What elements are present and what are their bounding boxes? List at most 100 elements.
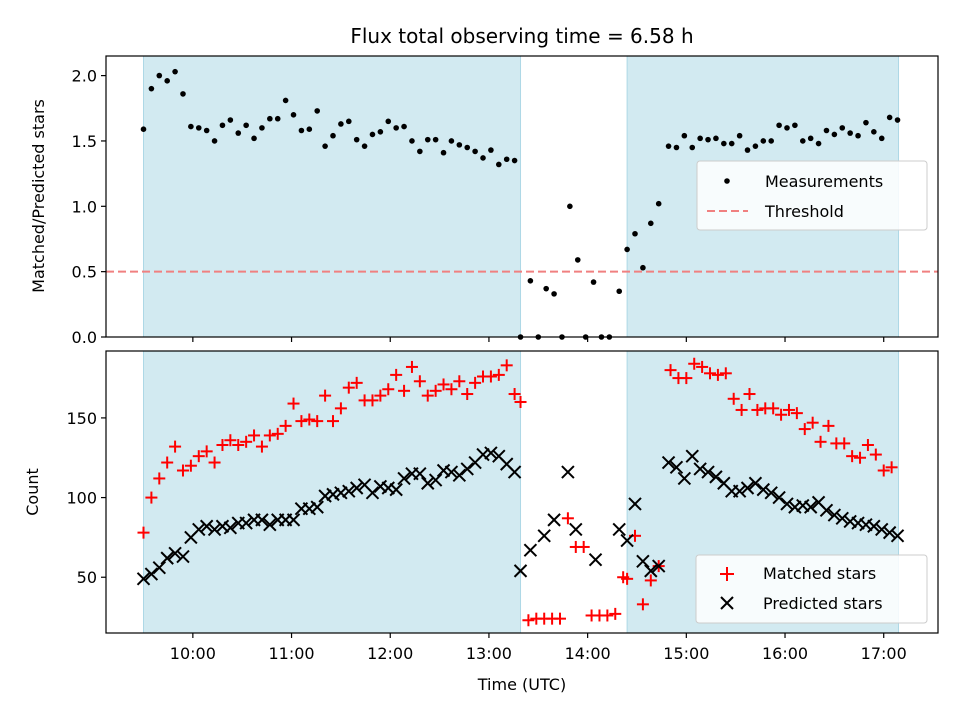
data-point [508, 388, 521, 401]
data-point [553, 612, 566, 625]
data-point [207, 522, 222, 537]
data-point [366, 394, 379, 407]
data-point [704, 367, 717, 380]
data-point [381, 481, 395, 495]
data-point [199, 519, 214, 533]
data-point [507, 465, 522, 479]
data-point [472, 148, 478, 155]
data-point [878, 135, 885, 142]
data-point [161, 456, 174, 469]
data-point [744, 147, 751, 153]
data-point [417, 148, 423, 155]
data-point [259, 125, 265, 131]
top-y-axis: 0.0 0.5 1.0 1.5 2.0 [72, 67, 106, 347]
data-point [640, 264, 646, 271]
data-point [192, 522, 206, 537]
data-point [677, 471, 692, 486]
data-point [279, 419, 292, 432]
data-point [814, 435, 827, 448]
data-point [768, 138, 775, 144]
data-point [740, 481, 755, 495]
data-point [287, 397, 300, 410]
data-point [835, 511, 849, 525]
y-tick-label: 0.5 [72, 263, 97, 282]
legend-measurements-label: Measurements [765, 172, 883, 191]
data-point [310, 500, 324, 514]
data-point [176, 549, 190, 564]
data-point [806, 416, 819, 429]
data-point [373, 479, 388, 494]
data-point [689, 144, 696, 151]
data-point [819, 503, 834, 518]
data-point [377, 129, 384, 135]
data-point [153, 472, 166, 485]
data-point [303, 413, 316, 426]
data-point [350, 376, 363, 389]
data-point [274, 115, 281, 122]
data-point [405, 360, 418, 373]
data-point [681, 132, 688, 139]
bottom-y-axis: 50 100 150 [66, 409, 106, 587]
data-point [846, 450, 859, 463]
data-point [342, 484, 356, 498]
data-point [644, 564, 658, 578]
data-point [397, 471, 411, 486]
data-point [780, 497, 794, 511]
data-point [460, 462, 474, 476]
data-point [385, 118, 392, 125]
data-point [140, 126, 147, 132]
data-point [511, 157, 518, 164]
series-x [136, 446, 905, 586]
data-point [248, 429, 261, 442]
data-point [503, 156, 510, 163]
data-point [574, 257, 581, 263]
data-point [685, 449, 699, 463]
data-point [697, 135, 703, 142]
data-point [567, 203, 573, 210]
x-tick-label: 17:00 [861, 644, 907, 663]
data-point [776, 122, 782, 129]
data-point [476, 447, 490, 462]
data-point [651, 559, 666, 573]
data-point [522, 614, 535, 627]
data-point [839, 125, 846, 131]
data-point [748, 476, 763, 490]
data-point [484, 446, 498, 460]
data-point [792, 122, 798, 129]
data-point [709, 470, 723, 484]
data-point [298, 127, 305, 134]
data-point [588, 553, 603, 567]
data-point [267, 115, 273, 122]
data-point [620, 533, 634, 548]
data-point [547, 513, 561, 527]
data-point [861, 439, 874, 451]
data-point [255, 513, 269, 527]
y-tick-label: 50 [77, 568, 97, 587]
data-point [314, 108, 321, 114]
data-point [869, 448, 882, 461]
data-point [240, 435, 253, 448]
data-point [636, 598, 649, 611]
data-point [235, 130, 242, 136]
data-point [616, 288, 623, 295]
data-point [318, 489, 332, 503]
data-point [798, 423, 811, 436]
data-point [409, 138, 415, 144]
data-point [612, 522, 626, 537]
data-point [152, 560, 167, 575]
data-point [436, 463, 451, 478]
data-point [263, 517, 277, 532]
data-point [551, 291, 557, 297]
data-point [752, 143, 759, 149]
legend-measurements-marker [724, 178, 730, 184]
x-tick-label: 12:00 [367, 644, 413, 663]
data-point [243, 122, 249, 129]
data-point [428, 473, 443, 487]
data-point [843, 514, 857, 529]
data-point [760, 138, 767, 144]
data-point [421, 389, 434, 402]
data-point [176, 464, 189, 477]
y-tick-label: 1.5 [72, 132, 97, 151]
